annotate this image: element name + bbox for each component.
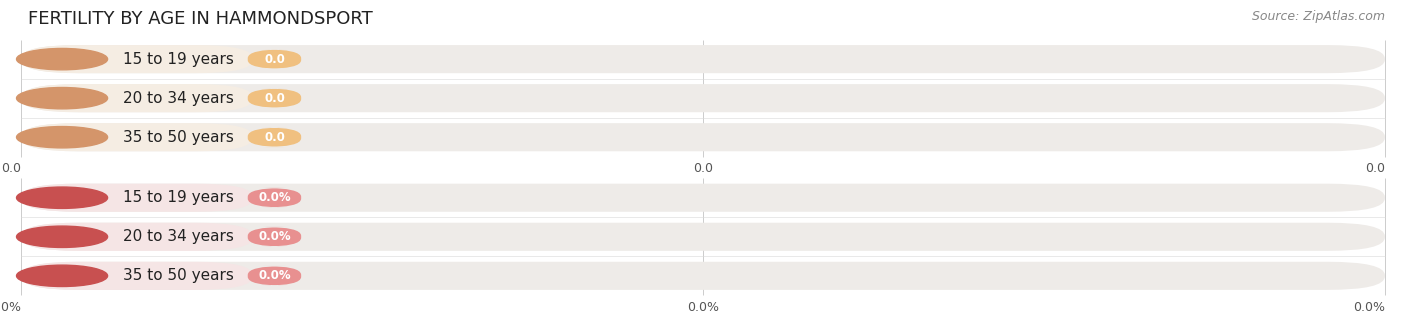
FancyBboxPatch shape bbox=[21, 262, 253, 290]
Circle shape bbox=[17, 226, 108, 248]
FancyBboxPatch shape bbox=[21, 184, 253, 212]
Text: 0.0: 0.0 bbox=[264, 92, 285, 105]
Text: 0.0: 0.0 bbox=[1365, 162, 1385, 175]
Text: 0.0: 0.0 bbox=[693, 162, 713, 175]
FancyBboxPatch shape bbox=[21, 84, 253, 112]
Circle shape bbox=[17, 126, 108, 148]
FancyBboxPatch shape bbox=[21, 223, 1385, 251]
FancyBboxPatch shape bbox=[21, 123, 253, 151]
FancyBboxPatch shape bbox=[21, 262, 1385, 290]
FancyBboxPatch shape bbox=[21, 84, 1385, 112]
Text: 20 to 34 years: 20 to 34 years bbox=[122, 91, 233, 106]
Text: Source: ZipAtlas.com: Source: ZipAtlas.com bbox=[1251, 10, 1385, 23]
Text: 0.0%: 0.0% bbox=[259, 191, 291, 204]
Text: 35 to 50 years: 35 to 50 years bbox=[122, 130, 233, 145]
Text: 15 to 19 years: 15 to 19 years bbox=[122, 190, 233, 205]
FancyBboxPatch shape bbox=[247, 266, 301, 286]
FancyBboxPatch shape bbox=[247, 188, 301, 208]
FancyBboxPatch shape bbox=[21, 45, 1385, 73]
FancyBboxPatch shape bbox=[247, 49, 301, 69]
Circle shape bbox=[17, 49, 108, 70]
Text: 0.0: 0.0 bbox=[264, 52, 285, 66]
Text: 0.0: 0.0 bbox=[264, 131, 285, 144]
Text: 0.0%: 0.0% bbox=[1353, 301, 1385, 313]
FancyBboxPatch shape bbox=[21, 223, 253, 251]
Text: 35 to 50 years: 35 to 50 years bbox=[122, 268, 233, 283]
Text: 0.0%: 0.0% bbox=[259, 230, 291, 243]
Text: FERTILITY BY AGE IN HAMMONDSPORT: FERTILITY BY AGE IN HAMMONDSPORT bbox=[28, 10, 373, 28]
FancyBboxPatch shape bbox=[21, 45, 253, 73]
FancyBboxPatch shape bbox=[21, 184, 1385, 212]
Text: 0.0: 0.0 bbox=[1, 162, 21, 175]
Text: 0.0%: 0.0% bbox=[688, 301, 718, 313]
Circle shape bbox=[17, 187, 108, 209]
Circle shape bbox=[17, 265, 108, 286]
Circle shape bbox=[17, 87, 108, 109]
Text: 20 to 34 years: 20 to 34 years bbox=[122, 229, 233, 244]
FancyBboxPatch shape bbox=[247, 88, 301, 108]
FancyBboxPatch shape bbox=[247, 227, 301, 247]
FancyBboxPatch shape bbox=[247, 127, 301, 147]
Text: 0.0%: 0.0% bbox=[0, 301, 21, 313]
Text: 0.0%: 0.0% bbox=[259, 269, 291, 282]
FancyBboxPatch shape bbox=[21, 123, 1385, 151]
Text: 15 to 19 years: 15 to 19 years bbox=[122, 51, 233, 67]
